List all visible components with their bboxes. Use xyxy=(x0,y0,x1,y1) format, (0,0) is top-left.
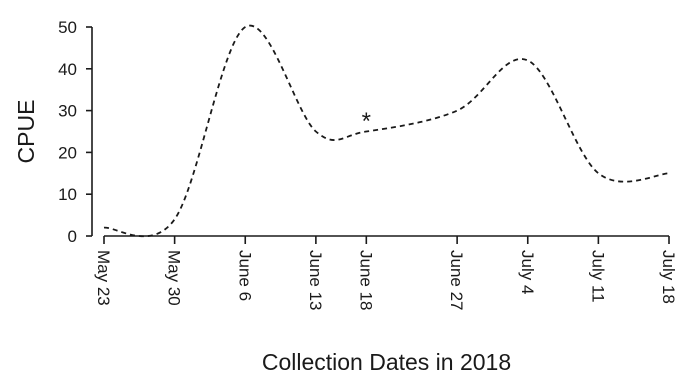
x-tick-label: May 30 xyxy=(165,250,184,306)
y-tick-label: 0 xyxy=(68,227,77,246)
series-layer xyxy=(103,24,670,238)
x-tick-label: July 4 xyxy=(518,250,537,294)
x-tick-label: June 6 xyxy=(235,250,254,301)
x-tick-label: June 13 xyxy=(306,250,325,311)
x-tick-label: June 18 xyxy=(356,250,375,311)
y-tick-label: 40 xyxy=(58,60,77,79)
annotation-layer: * xyxy=(362,108,371,135)
x-tick-label: July 18 xyxy=(659,250,678,304)
x-tick-label: May 23 xyxy=(94,250,113,306)
x-axis: May 23 May 30 June 6 June 13 June 18 June 27 J… xyxy=(94,235,678,311)
x-axis-label: Collection Dates in 2018 xyxy=(262,349,511,375)
y-tick-label: 10 xyxy=(58,185,77,204)
significance-asterisk: * xyxy=(362,108,371,135)
y-tick-label: 50 xyxy=(58,18,77,37)
x-tick-label: July 11 xyxy=(588,250,607,303)
y-axis: 0 10 20 30 40 50 xyxy=(58,18,93,246)
y-axis-label: CPUE xyxy=(13,100,39,164)
x-tick-label: June 27 xyxy=(447,250,466,311)
y-tick-label: 20 xyxy=(58,143,77,162)
y-tick-label: 30 xyxy=(58,102,77,121)
cpue-series-line xyxy=(103,24,670,238)
